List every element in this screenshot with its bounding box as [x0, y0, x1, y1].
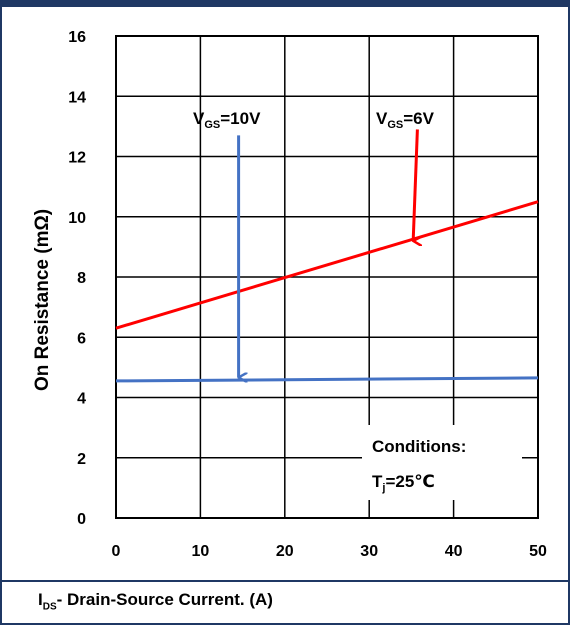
x-tick-label: 10	[192, 543, 210, 560]
grid	[115, 35, 539, 519]
x-axis-label: IDS- Drain-Source Current. (A)	[38, 590, 273, 612]
vgs10-label: VGS=10V	[193, 109, 261, 131]
x-axis-label-main: I	[38, 590, 43, 609]
x-tick-label: 50	[529, 543, 547, 560]
conditions-temp: Tj=25℃	[372, 472, 435, 494]
conditions-box	[362, 425, 522, 500]
y-tick-label: 0	[77, 511, 86, 528]
x-tick-label: 20	[276, 543, 294, 560]
separator	[0, 580, 570, 582]
tick-labels: 0 10 20 30 40 50 0 2 4 6 8 10 12 14 16	[68, 29, 547, 560]
y-tick-label: 8	[77, 270, 86, 287]
y-tick-label: 6	[77, 330, 86, 347]
y-tick-label: 10	[68, 210, 86, 227]
top-bar	[0, 0, 570, 7]
x-axis-label-sub: DS	[42, 601, 57, 613]
y-tick-label: 12	[68, 150, 86, 167]
vgs6-arrow	[411, 129, 417, 240]
y-tick-label: 4	[77, 391, 86, 408]
x-tick-label: 0	[112, 543, 121, 560]
annotations: VGS=10V VGS=6V Conditions: Tj=25℃	[193, 109, 466, 494]
y-tick-label: 2	[77, 451, 86, 468]
x-axis-label-rest: - Drain-Source Current. (A)	[56, 590, 273, 609]
x-tick-label: 40	[445, 543, 463, 560]
y-tick-label: 14	[68, 89, 86, 106]
series-line	[115, 376, 539, 383]
y-axis-label: On Resistance (mΩ)	[32, 209, 53, 391]
chart: 0 10 20 30 40 50 0 2 4 6 8 10 12 14 16 VGS=10V VGS=6V Co…	[32, 29, 547, 560]
x-tick-label: 30	[360, 543, 378, 560]
y-tick-label: 16	[68, 29, 86, 46]
vgs6-label: VGS=6V	[376, 109, 435, 131]
conditions-title: Conditions:	[372, 437, 466, 456]
series-line	[115, 200, 539, 330]
series-lines	[115, 200, 539, 383]
